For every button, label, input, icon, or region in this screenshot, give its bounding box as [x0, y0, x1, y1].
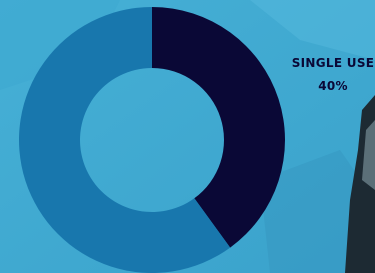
slice-label: SINGLE USE	[292, 56, 375, 70]
chart: SINGLE USE 40%	[0, 0, 375, 273]
slice-value-label: 40%	[318, 79, 348, 93]
